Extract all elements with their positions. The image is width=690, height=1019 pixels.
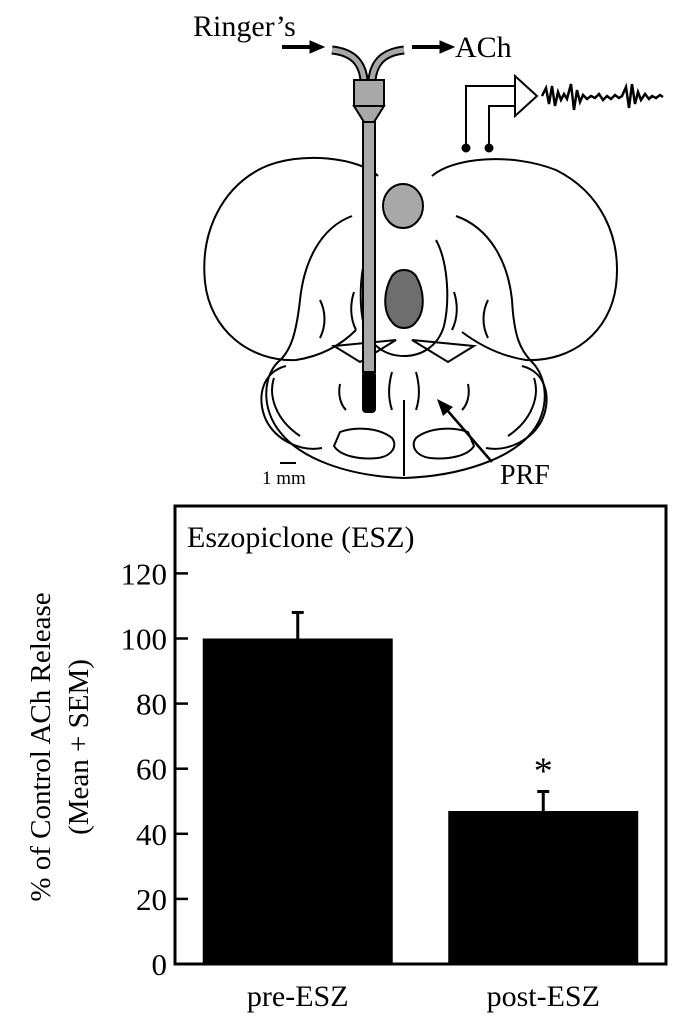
- y-tick-label: 20: [136, 882, 167, 917]
- y-tick-label: 60: [136, 752, 167, 787]
- flow-arrows: [282, 40, 456, 54]
- inlet-label: Ringer’s: [193, 10, 296, 43]
- prf-pointer-head: [437, 399, 453, 416]
- bar: [448, 811, 639, 964]
- y-tick-label: 120: [121, 556, 168, 591]
- eeg-lead-1: [465, 85, 515, 148]
- y-axis-label-line-1: % of Control ACh Release: [25, 592, 57, 901]
- y-axis: 0 20 40 60 80 100 120: [121, 556, 188, 982]
- eeg-electrode-1: [461, 143, 471, 153]
- probe-taper: [352, 105, 386, 123]
- scale-label: 1 mm: [262, 468, 306, 489]
- bar-chart: Eszopiclone (ESZ) % of Control ACh Relea…: [25, 504, 668, 1013]
- bar: [202, 638, 393, 964]
- brainstem-outline: [265, 215, 546, 480]
- ventral-left-lobe: [332, 427, 396, 460]
- probe-shaft: [362, 121, 376, 373]
- right-lateral-inner: [507, 377, 537, 437]
- tract-line-6: [451, 291, 458, 331]
- y-tick-label: 80: [136, 687, 167, 722]
- x-axis: pre-ESZ post-ESZ: [247, 980, 600, 1013]
- plot-frame: [173, 504, 668, 966]
- outlet-label: ACh: [455, 31, 512, 64]
- right-lateral-lobe: [485, 365, 548, 450]
- left-lateral-inner: [271, 377, 301, 437]
- tract-line-8: [461, 383, 470, 411]
- tract-line-2: [482, 299, 489, 339]
- tract-line-1: [319, 299, 326, 339]
- bars: *: [202, 610, 639, 964]
- category-label: post-ESZ: [487, 980, 600, 1013]
- left-lateral-lobe: [260, 365, 323, 450]
- probe-membrane: [362, 371, 376, 413]
- eeg-trace: [540, 82, 664, 111]
- left-hemisphere-outline: [203, 156, 379, 362]
- tract-line-3: [388, 371, 393, 411]
- y-tick-label: 40: [136, 817, 167, 852]
- probe-hub: [353, 79, 385, 107]
- microdialysis-probe: [331, 45, 405, 413]
- ventral-right-lobe: [412, 427, 476, 460]
- y-axis-label-line-2: (Mean + SEM): [63, 659, 95, 835]
- y-tick-label: 0: [152, 947, 168, 982]
- significance-marker: *: [534, 750, 553, 792]
- eeg-electrode-2: [484, 143, 494, 153]
- tract-line-4: [415, 371, 420, 411]
- tract-line-7: [338, 383, 347, 411]
- eeg-recording: [461, 73, 664, 153]
- chart-title: Eszopiclone (ESZ): [187, 521, 414, 554]
- tract-line-5: [350, 291, 357, 331]
- category-label: pre-ESZ: [247, 980, 349, 1013]
- prf-pointer-line: [446, 409, 493, 463]
- dorsal-gray-nucleus: [382, 183, 424, 229]
- probe-outlet-tube-inner: [369, 47, 405, 81]
- ventricle-fill: [384, 269, 424, 329]
- fourth-ventricle-outline: [359, 239, 449, 358]
- region-label: PRF: [500, 460, 550, 491]
- probe-inlet-tube-inner: [331, 47, 367, 81]
- y-tick-label: 100: [121, 622, 168, 657]
- right-hemisphere-outline: [431, 158, 618, 362]
- right-wedge: [411, 339, 478, 364]
- outlet-arrow-head: [439, 40, 456, 54]
- annotations: [280, 399, 493, 464]
- eeg-lead-2: [488, 105, 515, 148]
- amplifier-symbol: [514, 73, 539, 119]
- inlet-arrow-head: [309, 40, 326, 54]
